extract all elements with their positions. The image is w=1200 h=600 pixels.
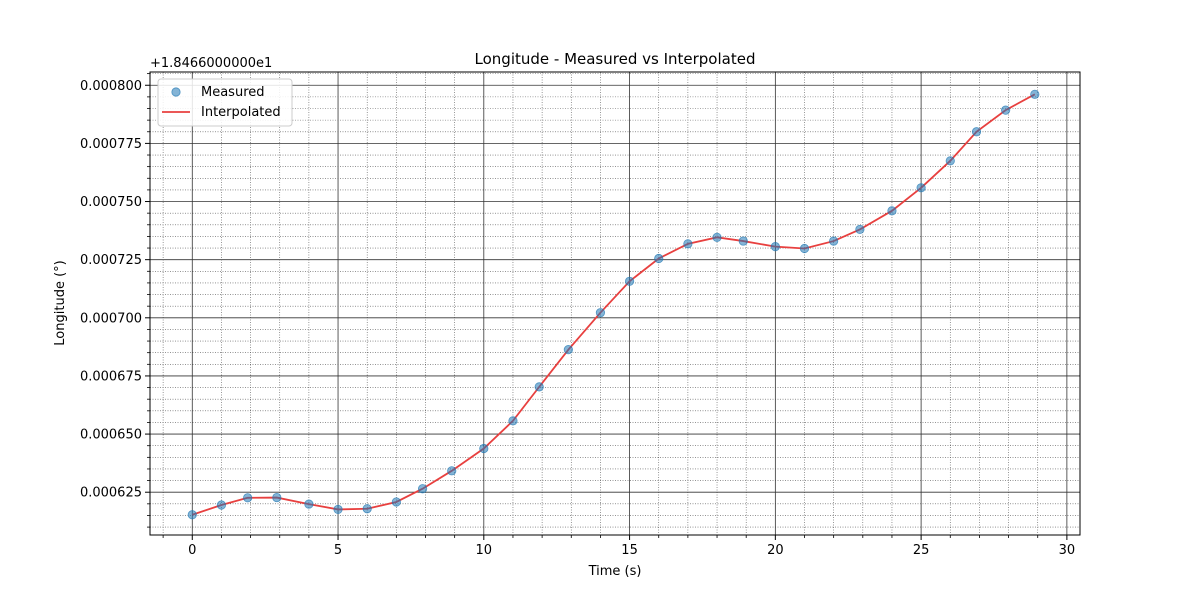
measured-point <box>654 253 664 264</box>
measured-point <box>916 183 926 193</box>
series-interpolated <box>191 93 1036 516</box>
x-tick-label: 15 <box>621 543 638 558</box>
measured-point <box>855 224 865 235</box>
x-tick-label: 25 <box>913 543 930 558</box>
x-tick-label: 30 <box>1059 543 1076 558</box>
y-tick-label: 0.000675 <box>80 369 142 384</box>
chart-title: Longitude - Measured vs Interpolated <box>475 50 756 68</box>
legend-marker-measured <box>171 87 181 97</box>
measured-point <box>1030 89 1040 99</box>
x-tick-label: 5 <box>334 543 342 558</box>
measured-point <box>738 236 748 246</box>
x-tick-label: 20 <box>767 543 784 558</box>
measured-point <box>187 510 197 520</box>
measured-point <box>508 416 518 426</box>
y-tick-label: 0.000725 <box>80 253 142 268</box>
y-tick-label: 0.000800 <box>80 79 142 94</box>
measured-point <box>216 500 227 510</box>
y-tick-label: 0.000650 <box>80 428 142 443</box>
measured-point <box>243 493 253 503</box>
measured-point <box>887 206 897 216</box>
series-measured <box>187 89 1040 520</box>
y-offset-text: +1.8466000000e1 <box>150 56 272 71</box>
measured-point <box>770 242 780 252</box>
measured-point <box>479 443 489 454</box>
legend-label-interpolated: Interpolated <box>201 105 281 120</box>
plot-area: 0 5 10 15 20 25 300.0006250.0006500.0006750.00… <box>80 71 1081 558</box>
measured-point <box>945 156 955 166</box>
measured-point <box>272 492 282 503</box>
measured-point <box>362 504 372 514</box>
axes-frame <box>149 71 1081 536</box>
legend-box <box>157 78 293 127</box>
measured-point <box>333 504 343 515</box>
y-tick-label: 0.000625 <box>80 486 142 501</box>
measured-point <box>447 466 457 476</box>
y-axis: 0.000625 0.000650 0.000675 0.000700 0.000725… <box>80 73 150 528</box>
x-tick-label: 0 <box>188 543 196 558</box>
measured-point <box>712 232 722 242</box>
measured-point <box>683 239 693 249</box>
measured-point <box>971 127 982 137</box>
major-grid <box>150 72 1080 535</box>
measured-point <box>799 243 810 254</box>
y-tick-label: 0.000775 <box>80 137 142 152</box>
measured-point <box>304 499 314 509</box>
measured-point <box>563 345 573 355</box>
measured-point <box>1001 105 1011 115</box>
x-axis-label: Time (s) <box>588 564 642 579</box>
measured-point <box>624 276 635 286</box>
interpolated-line <box>191 93 1036 516</box>
y-axis-label: Longitude (°) <box>53 260 68 345</box>
x-tick-label: 10 <box>476 543 493 558</box>
measured-point <box>534 382 544 392</box>
legend: Measured Interpolated <box>157 78 293 127</box>
y-tick-label: 0.000750 <box>80 195 142 210</box>
measured-point <box>417 484 428 494</box>
x-axis: 0 5 10 15 20 25 30 <box>162 535 1076 558</box>
measured-point <box>391 497 401 507</box>
legend-label-measured: Measured <box>201 85 265 100</box>
measured-point <box>829 236 839 246</box>
measured-point <box>595 308 606 318</box>
y-tick-label: 0.000700 <box>80 311 142 326</box>
